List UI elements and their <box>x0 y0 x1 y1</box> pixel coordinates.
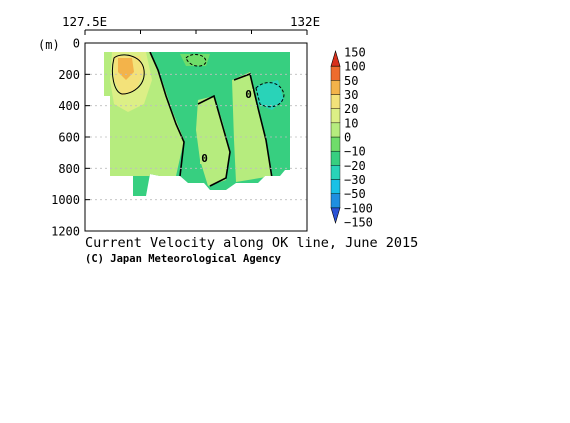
contour-label: 0 <box>201 152 208 165</box>
x-tick-label: 132E <box>290 14 320 29</box>
zero-contour-west <box>149 52 185 177</box>
colorbar-label: 10 <box>344 116 358 130</box>
zero-contour-east <box>233 72 273 179</box>
colorbar-segment <box>330 193 341 209</box>
colorbar-label: 20 <box>344 102 358 116</box>
x-axis: 127.5E 132E <box>62 14 320 35</box>
contour-label-bg <box>200 153 209 164</box>
colorbar-label: −50 <box>344 187 366 201</box>
y-tick-label: 1200 <box>51 225 80 239</box>
y-axis: 0 200 400 600 800 1000 1200 <box>51 37 90 239</box>
colorbar-label: −20 <box>344 159 366 173</box>
y-tick-label: 600 <box>58 131 80 145</box>
colorbar-label: 0 <box>344 131 351 145</box>
colorbar-label: −100 <box>344 201 373 215</box>
zero-contour-middle <box>197 94 231 187</box>
y-tick-label: 800 <box>58 162 80 176</box>
y-tick-label: 0 <box>73 37 80 51</box>
contour-label: 0 <box>245 88 252 101</box>
positive-contour-core <box>111 54 145 95</box>
y-tick-label: 1000 <box>51 193 80 207</box>
chart-title: Current Velocity along OK line, June 201… <box>85 235 418 251</box>
colorbar-segment <box>330 65 341 81</box>
colorbar-segment <box>330 179 341 194</box>
y-tick-label: 400 <box>58 99 80 113</box>
colorbar-segment <box>330 122 341 138</box>
credit-text: (C) Japan Meteorological Agency <box>85 253 282 265</box>
colorbar-min-arrow <box>330 207 341 225</box>
colorbar-label: −30 <box>344 173 366 187</box>
colorbar-max-arrow <box>330 49 341 67</box>
negative-contour-north <box>185 54 207 67</box>
field-positive-east-band <box>232 72 272 182</box>
colorbar-segment <box>330 136 341 152</box>
field-negative-core-band <box>256 80 284 110</box>
y-axis-label: (m) <box>38 38 60 52</box>
contour-label-bg <box>244 89 253 100</box>
contours <box>111 52 285 187</box>
colorbar-segment <box>330 94 341 109</box>
colorbar-segment <box>330 165 341 180</box>
colorbar-label: 30 <box>344 88 358 102</box>
colorbar-label: −10 <box>344 145 366 159</box>
x-tick-label: 127.5E <box>62 14 107 29</box>
colorbar-segment <box>330 108 341 124</box>
colorbar-label: 150 <box>344 46 366 60</box>
colorbar-segment <box>330 150 341 166</box>
grid-lines <box>85 73 307 201</box>
colorbar-label: −150 <box>344 216 373 230</box>
negative-contour-east <box>255 82 285 108</box>
velocity-field <box>104 52 290 196</box>
colorbar-segment <box>330 80 341 95</box>
y-tick-label: 200 <box>58 68 80 82</box>
colorbar-label: 100 <box>344 60 366 74</box>
contour-labels: 0 0 <box>200 88 253 165</box>
colorbar-label: 50 <box>344 74 358 88</box>
